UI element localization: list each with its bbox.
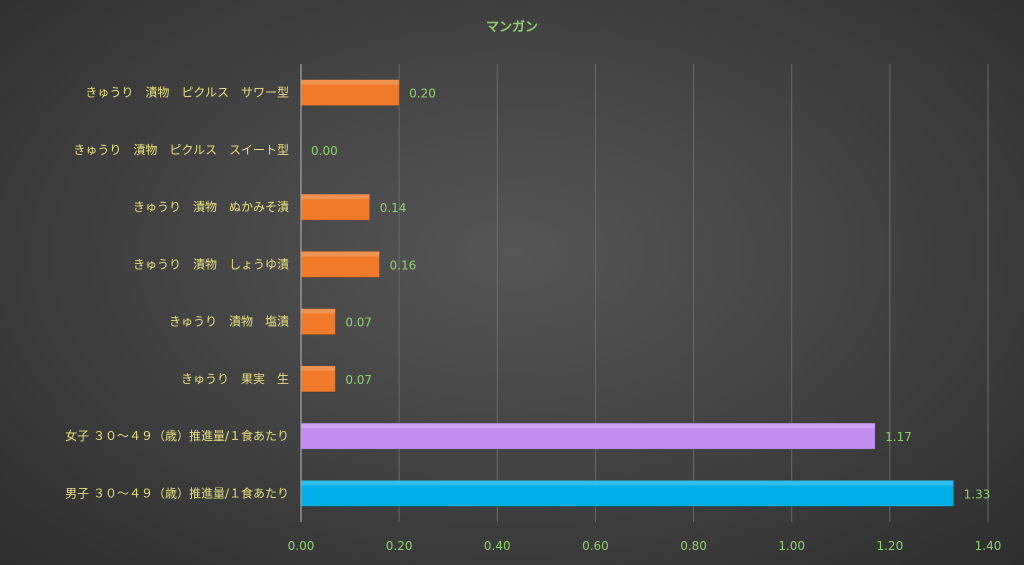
bar-highlight (301, 365, 336, 371)
bar (300, 480, 954, 507)
data-label: 0.20 (409, 87, 436, 101)
bar-highlight (301, 79, 400, 85)
data-label: 0.00 (311, 144, 338, 158)
data-label: 1.33 (964, 487, 991, 501)
bar (300, 251, 380, 278)
grid (398, 64, 989, 522)
chart-title: マンガン (486, 20, 538, 35)
bar-highlight (301, 423, 876, 429)
data-label: 0.07 (345, 373, 372, 387)
bar (300, 308, 336, 335)
x-tick-label: 0.40 (484, 539, 511, 553)
data-label: 0.16 (390, 258, 417, 272)
x-tick-label: 0.20 (386, 539, 413, 553)
category-label: きゅうり 漬物 ぬかみそ漬 (133, 199, 289, 214)
data-label: 0.07 (345, 316, 372, 330)
bar-highlight (301, 194, 370, 200)
bar-highlight (301, 251, 380, 257)
category-label: きゅうり 果実 生 (181, 371, 289, 386)
category-label: 女子 ３０～４９（歳）推進量/１食あたり (65, 428, 289, 443)
x-tick-label: 0.80 (680, 539, 707, 553)
data-labels: 0.20 0.00 0.14 0.16 0.07 0.07 1.17 1.33 (311, 87, 990, 502)
bar (300, 193, 370, 221)
x-tick-labels: 0.00 0.20 0.40 0.60 0.80 1.00 1.20 1.40 (288, 539, 1002, 553)
x-tick-label: 0.00 (288, 539, 315, 553)
bar-highlight (301, 308, 336, 314)
bars (300, 79, 954, 507)
x-tick-label: 0.60 (582, 539, 609, 553)
x-tick-label: 1.20 (876, 539, 903, 553)
category-label: きゅうり 漬物 塩漬 (169, 314, 289, 329)
category-label: きゅうり 漬物 ピクルス スイート型 (73, 142, 289, 157)
x-tick-label: 1.40 (975, 539, 1002, 553)
data-label: 0.14 (380, 201, 407, 215)
data-label: 1.17 (885, 430, 912, 444)
category-label: きゅうり 漬物 ピクルス サワー型 (85, 85, 289, 100)
x-tick-label: 1.00 (778, 539, 805, 553)
category-label: 男子 ３０～４９（歳）推進量/１食あたり (65, 485, 289, 500)
bar-highlight (301, 480, 954, 486)
category-label: きゅうり 漬物 しょうゆ漬 (133, 256, 289, 271)
